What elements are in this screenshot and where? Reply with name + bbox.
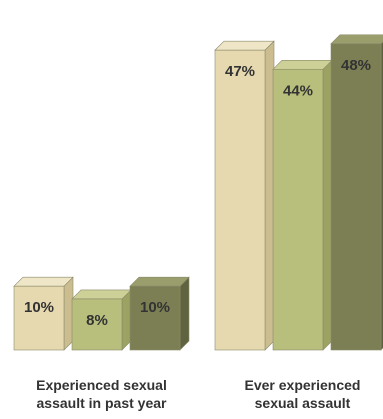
bar-top (272, 59, 333, 70)
bar-side (121, 289, 132, 351)
bar-top (330, 34, 383, 45)
bar-top (129, 276, 190, 287)
bar-value-label: 44% (283, 82, 313, 99)
bar-side (322, 59, 333, 351)
bar: 8% (71, 289, 132, 351)
bar-value-label: 47% (225, 63, 255, 80)
bar-value-label: 10% (140, 299, 170, 316)
bar: 44% (272, 59, 333, 351)
category-labels: Experienced sexual assault in past year Ev… (36, 377, 360, 411)
bar-front (71, 298, 123, 351)
bar-value-label: 8% (86, 312, 108, 329)
bar-side (63, 276, 74, 351)
category-label: sexual assault (255, 395, 351, 411)
bar-side (179, 276, 190, 351)
bar-front (272, 68, 324, 351)
category-label: Experienced sexual (36, 377, 167, 393)
bar-top (214, 40, 275, 51)
bar-front (330, 43, 382, 351)
bar: 10% (129, 276, 190, 351)
bar: 48% (330, 34, 383, 351)
bar-side (264, 40, 275, 351)
category-label: Ever experienced (245, 377, 361, 393)
bar: 10% (13, 276, 74, 351)
bars-group: 10% 8% 10% 47% 44% 48% (13, 34, 383, 351)
bar: 47% (214, 40, 275, 351)
bar-front (214, 49, 266, 351)
bar-top (13, 276, 74, 287)
bar-top (71, 289, 132, 300)
bar-front (13, 285, 65, 351)
bar-value-label: 48% (341, 57, 371, 74)
bar-value-label: 10% (24, 299, 54, 316)
category-label: assault in past year (37, 395, 168, 411)
bar-front (129, 285, 181, 351)
